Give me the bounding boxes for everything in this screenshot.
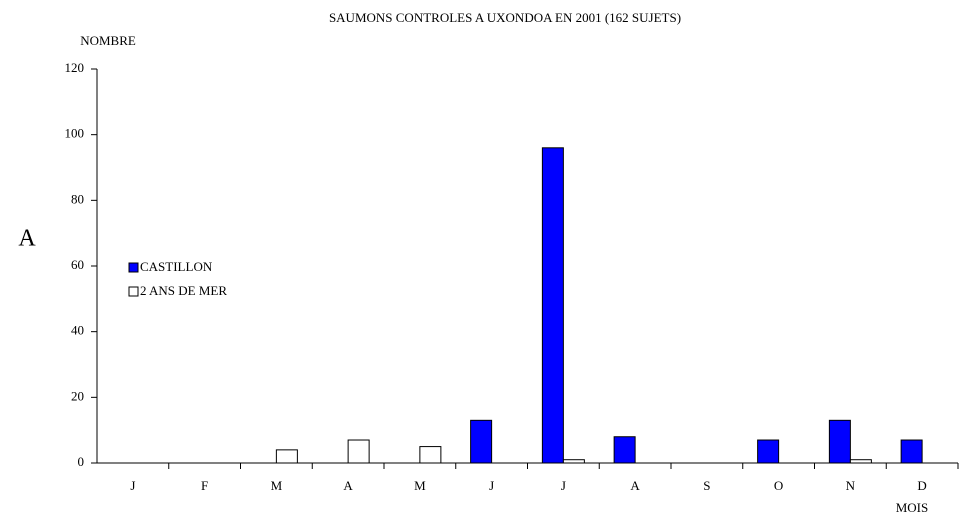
bar <box>419 446 442 464</box>
bar <box>849 459 872 464</box>
bar <box>562 459 585 464</box>
bar <box>347 439 370 464</box>
x-tick-label: S <box>703 478 710 493</box>
legend-swatch <box>128 262 139 273</box>
bar <box>757 439 780 464</box>
x-tick-label: M <box>414 478 426 493</box>
y-tick-label: 60 <box>71 257 84 272</box>
chart-title: SAUMONS CONTROLES A UXONDOA EN 2001 (162… <box>329 10 681 25</box>
bar <box>541 147 564 464</box>
x-tick-label: O <box>774 478 783 493</box>
y-tick-label: 100 <box>65 126 85 141</box>
y-tick-label: 40 <box>71 323 84 338</box>
bar <box>900 439 923 464</box>
bar <box>275 449 298 464</box>
y-tick-label: 0 <box>78 454 85 469</box>
x-tick-label: M <box>271 478 283 493</box>
legend-swatch <box>128 286 139 297</box>
x-tick-label: D <box>917 478 926 493</box>
y-tick-label: 120 <box>65 60 85 75</box>
bar <box>828 419 851 464</box>
x-tick-label: J <box>489 478 494 493</box>
bar <box>613 436 636 464</box>
x-tick-label: J <box>130 478 135 493</box>
legend-label: CASTILLON <box>140 259 213 274</box>
y-axis-title: NOMBRE <box>80 33 136 48</box>
annotation: A <box>18 226 36 252</box>
x-tick-label: N <box>846 478 856 493</box>
legend-label: 2 ANS DE MER <box>140 283 227 298</box>
x-tick-label: A <box>343 478 353 493</box>
bar <box>470 419 493 464</box>
y-tick-label: 20 <box>71 388 84 403</box>
x-tick-label: F <box>201 478 208 493</box>
x-tick-label: A <box>630 478 640 493</box>
x-axis-title: MOIS <box>896 500 929 515</box>
y-tick-label: 80 <box>71 191 84 206</box>
x-tick-label: J <box>561 478 566 493</box>
